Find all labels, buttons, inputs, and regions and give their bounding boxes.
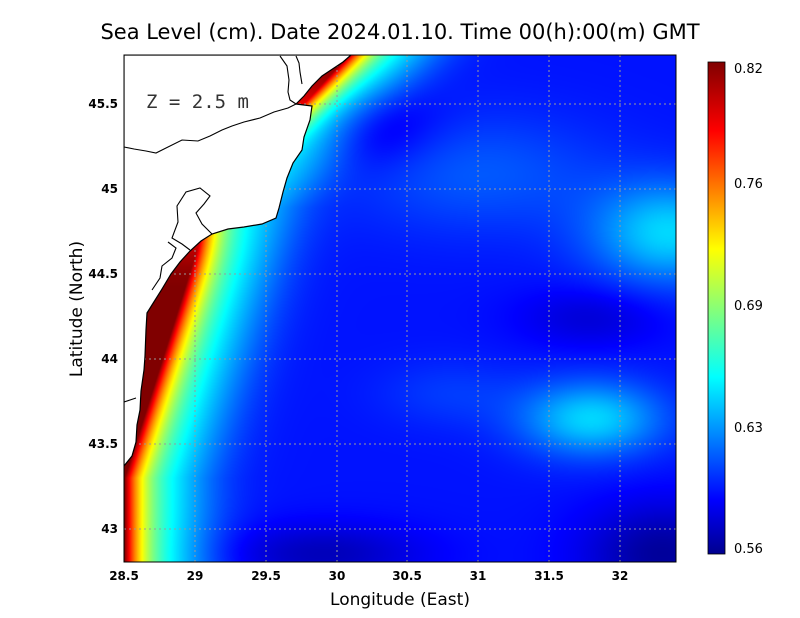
x-tick-label: 31.5 [534, 569, 564, 583]
x-axis-ticks: 28.5 29 29.5 30 30.5 31 31.5 32 [109, 569, 628, 583]
colorbar-tick-label: 0.56 [734, 542, 763, 557]
x-tick-label: 30 [329, 569, 346, 583]
colorbar-gradient [708, 62, 725, 554]
colorbar: 0.56 0.63 0.69 0.76 0.82 [707, 61, 763, 557]
y-axis-label: Latitude (North) [67, 241, 87, 377]
x-tick-label: 32 [612, 569, 629, 583]
colorbar-tick-label: 0.69 [734, 299, 763, 314]
x-tick-label: 31 [470, 569, 487, 583]
x-tick-label: 28.5 [109, 569, 139, 583]
lake-outline [151, 241, 177, 291]
inland-borders [124, 55, 303, 403]
y-tick-label: 43.5 [88, 437, 118, 451]
land-mass [124, 55, 352, 467]
border-line-4 [124, 397, 137, 403]
y-axis-ticks: 43 43.5 44 44.5 45 45.5 [88, 97, 118, 536]
y-tick-label: 43 [101, 522, 118, 536]
x-axis-label: Longitude (East) [330, 590, 470, 610]
x-tick-label: 29 [187, 569, 204, 583]
border-line-1 [124, 103, 297, 154]
plot-field [124, 55, 676, 562]
x-tick-label: 30.5 [392, 569, 422, 583]
chart-title: Sea Level (cm). Date 2024.01.10. Time 00… [100, 20, 699, 44]
grid-lines [124, 55, 676, 562]
colorbar-tick-label: 0.82 [734, 62, 763, 77]
x-tick-label: 29.5 [251, 569, 281, 583]
colorbar-tick-label: 0.63 [734, 421, 763, 436]
y-tick-label: 45.5 [88, 97, 118, 111]
y-tick-label: 44 [101, 352, 118, 366]
border-line-3 [295, 55, 303, 85]
y-tick-label: 45 [101, 182, 118, 196]
plot-frame [123, 54, 677, 563]
colorbar-frame [707, 61, 726, 555]
depth-annotation: Z = 2.5 m [146, 91, 249, 113]
y-tick-label: 44.5 [88, 267, 118, 281]
border-line-2 [279, 55, 297, 105]
lagoon-outline [171, 187, 213, 251]
colorbar-tick-label: 0.76 [734, 177, 763, 192]
